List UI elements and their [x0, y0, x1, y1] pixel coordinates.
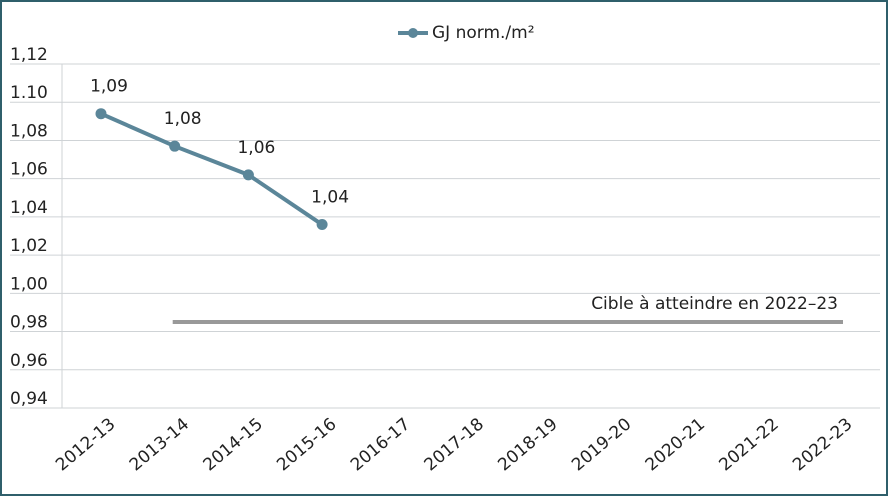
- y-tick-label: 1,00: [10, 274, 48, 294]
- y-tick-label: 1,06: [10, 160, 48, 180]
- point: [242, 169, 254, 181]
- y-tick-label: 1.10: [10, 83, 48, 103]
- series-line: [100, 111, 324, 227]
- data-label: 1,09: [90, 77, 128, 97]
- y-tick-label: 1,12: [10, 45, 48, 65]
- target-label: Cible à atteindre en 2022–23: [591, 294, 838, 314]
- legend-marker: [408, 28, 418, 38]
- data-label: 1,04: [311, 188, 349, 208]
- point: [95, 108, 107, 120]
- data-label: 1,08: [164, 109, 202, 129]
- data-label: 1,06: [237, 138, 275, 158]
- y-tick-label: 0,94: [10, 389, 48, 409]
- y-tick-label: 1,02: [10, 236, 48, 256]
- legend-label: GJ norm./m²: [432, 23, 535, 43]
- y-tick-label: 1,08: [10, 121, 48, 141]
- point: [169, 140, 181, 152]
- y-tick-label: 0,96: [10, 351, 48, 371]
- y-tick-label: 1,04: [10, 198, 48, 218]
- y-tick-label: 0,98: [10, 313, 48, 333]
- point: [316, 219, 328, 231]
